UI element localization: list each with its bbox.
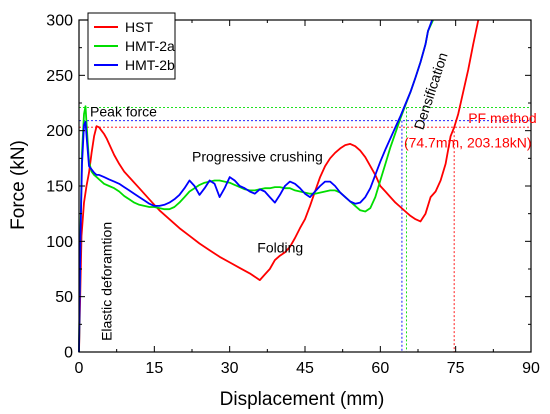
x-tick-label: 15 xyxy=(145,360,163,377)
y-axis-label: Force (kN) xyxy=(8,140,29,230)
axes: 0 15 30 45 60 75 90 0 50 100 150 200 250 300 xyxy=(46,13,540,378)
annotation-0: Peak force xyxy=(90,103,157,119)
y-tick-label: 250 xyxy=(46,68,73,85)
y-tick-label: 200 xyxy=(46,123,73,140)
legend-label-1: HMT-2a xyxy=(125,38,175,54)
annotation-2: Folding xyxy=(257,239,303,255)
legend-label-2: HMT-2b xyxy=(125,57,175,73)
y-tick-label: 50 xyxy=(55,289,73,306)
annotation-6: (74.7mm, 203.18kN) xyxy=(404,134,532,150)
series-line-2 xyxy=(78,19,433,353)
annotation-3: Elastic deforamtion xyxy=(99,222,115,341)
x-tick-label: 75 xyxy=(447,360,465,377)
legend: HST HMT-2a HMT-2b xyxy=(87,12,176,80)
y-tick-label: 100 xyxy=(46,234,73,251)
x-tick-label: 60 xyxy=(371,360,389,377)
x-tick-label: 30 xyxy=(221,360,239,377)
x-tick-label: 45 xyxy=(296,360,314,377)
y-tick-label: 300 xyxy=(46,13,73,30)
series-line-1 xyxy=(78,19,434,353)
annotation-5: PF method xyxy=(468,110,536,126)
y-tick-label: 150 xyxy=(46,179,73,196)
annotation-1: Progressive crushing xyxy=(192,149,323,165)
x-axis-label: Displacement (mm) xyxy=(220,389,385,410)
y-tick-label: 0 xyxy=(64,345,73,362)
series-line-0 xyxy=(78,19,480,353)
x-tick-label: 0 xyxy=(75,360,84,377)
x-tick-label: 90 xyxy=(522,360,540,377)
series-lines xyxy=(78,19,480,353)
legend-label-0: HST xyxy=(125,19,153,35)
